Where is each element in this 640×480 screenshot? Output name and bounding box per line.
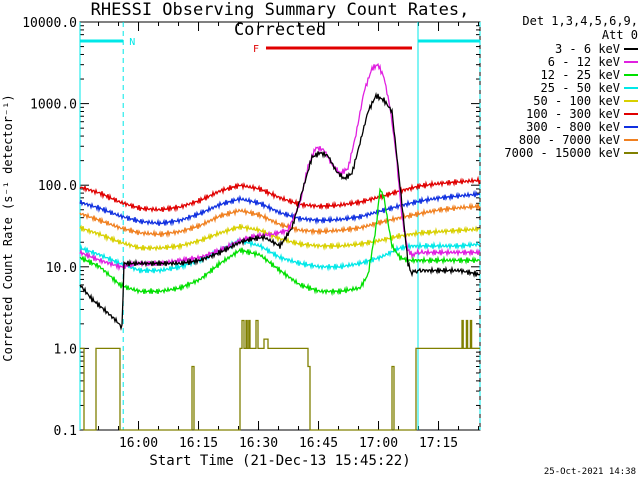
series-line [79, 238, 481, 275]
series-line [80, 319, 480, 431]
y-tick-label: 1000.0 [30, 98, 77, 113]
legend-item: 50 - 100 keV [486, 93, 638, 108]
legend-item-swatch [624, 125, 638, 128]
legend-item-swatch [624, 73, 638, 76]
timestamp: 25-Oct-2021 14:38 [543, 467, 636, 477]
night-label: N [129, 37, 135, 48]
legend-item: 25 - 50 keV [486, 80, 638, 95]
legend-item: 3 - 6 keV [486, 41, 638, 56]
legend-item-label: 300 - 800 keV [526, 119, 620, 134]
series-line [79, 202, 481, 238]
legend-item-label: 3 - 6 keV [554, 41, 620, 56]
y-tick-label: 1.0 [54, 342, 77, 357]
legend-item-swatch [624, 99, 638, 102]
series-line [79, 175, 481, 213]
observing-intervals: NF [79, 22, 481, 430]
x-tick-label: 17:15 [419, 436, 458, 451]
y-tick-label: 100.0 [38, 179, 77, 194]
y-tick-label: 0.1 [54, 424, 77, 439]
legend-header-attenuator: Att 0 [601, 28, 638, 42]
legend-item-label: 12 - 25 keV [540, 67, 620, 82]
legend-item: 12 - 25 keV [486, 67, 638, 82]
legend-item-label: 100 - 300 keV [526, 106, 620, 121]
legend-item-swatch [624, 86, 638, 89]
series-line [79, 91, 481, 331]
legend-item-label: 800 - 7000 keV [518, 132, 620, 147]
y-tick-label: 10.0 [46, 261, 77, 276]
legend-item-swatch [624, 47, 638, 50]
legend-item-swatch [624, 60, 638, 63]
legend-item-swatch [624, 112, 638, 115]
legend-item-label: 7000 - 15000 keV [504, 145, 620, 160]
legend-item-swatch [624, 151, 638, 154]
x-tick-label: 16:45 [299, 436, 338, 451]
x-axis-label: Start Time (21-Dec-13 15:45:22) [149, 453, 411, 469]
series-line [79, 189, 481, 227]
legend-item-label: 50 - 100 keV [533, 93, 620, 108]
legend-item: 300 - 800 keV [486, 119, 638, 134]
x-axis: 16:00 16:15 16:30 16:45 17:00 17:15 [98, 22, 480, 451]
legend-item: 7000 - 15000 keV [486, 145, 638, 160]
series-line [79, 223, 481, 252]
legend-item: 6 - 12 keV [486, 54, 638, 69]
x-tick-label: 16:15 [179, 436, 218, 451]
x-tick-label: 17:00 [359, 436, 398, 451]
plot-border [79, 21, 481, 431]
legend-item-label: 6 - 12 keV [547, 54, 620, 69]
y-axis-label: Corrected Count Rate (s⁻¹ detector⁻¹) [1, 94, 15, 361]
series-line [79, 187, 481, 297]
legend-header-detectors: Det 1,3,4,5,6,9, [522, 14, 638, 28]
flare-label: F [253, 44, 259, 55]
legend-item: 800 - 7000 keV [486, 132, 638, 147]
legend: Det 1,3,4,5,6,9, Att 0 3 - 6 keV 6 - 12 k… [486, 14, 638, 160]
x-tick-label: 16:00 [119, 436, 158, 451]
legend-item-label: 25 - 50 keV [540, 80, 620, 95]
series-lines [79, 62, 481, 431]
x-tick-label: 16:30 [239, 436, 278, 451]
chart-title: RHESSI Observing Summary Count Rates, Co… [90, 0, 470, 40]
legend-item-swatch [624, 138, 638, 141]
legend-item: 100 - 300 keV [486, 106, 638, 121]
y-tick-label: 10000.0 [22, 16, 77, 31]
plot-frame [79, 21, 481, 431]
